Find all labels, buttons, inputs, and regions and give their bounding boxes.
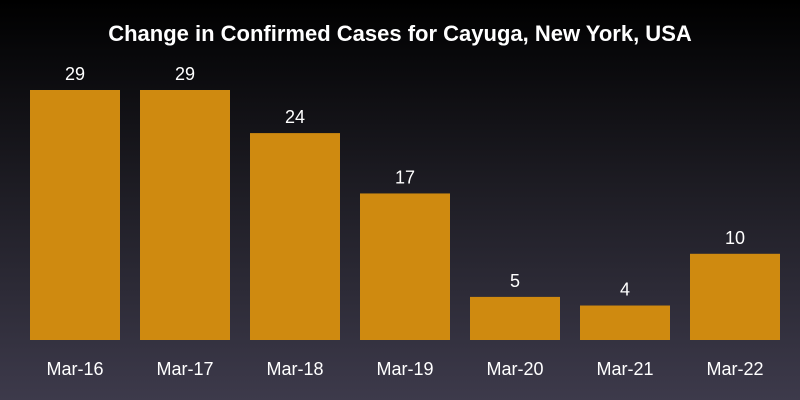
x-tick-label-mar-16: Mar-16: [46, 359, 103, 379]
bar-mar-16: [30, 90, 120, 340]
bar-mar-18: [250, 133, 340, 340]
value-label-mar-17: 29: [175, 64, 195, 84]
bar-mar-22: [690, 253, 780, 340]
x-tick-label-mar-18: Mar-18: [266, 359, 323, 379]
bar-mar-20: [470, 296, 560, 340]
chart-title: Change in Confirmed Cases for Cayuga, Ne…: [108, 21, 692, 46]
bar-mar-21: [580, 305, 670, 340]
x-axis-tick-labels: Mar-16 Mar-17 Mar-18 Mar-19 Mar-20 Mar-21 Mar-…: [46, 359, 763, 379]
value-label-mar-20: 5: [510, 271, 520, 291]
value-labels-group: 29 29 24 17 5 4 10: [65, 64, 745, 300]
value-label-mar-21: 4: [620, 280, 630, 300]
bar-mar-17: [140, 90, 230, 340]
value-label-mar-22: 10: [725, 228, 745, 248]
x-tick-label-mar-21: Mar-21: [596, 359, 653, 379]
value-label-mar-18: 24: [285, 107, 305, 127]
x-tick-label-mar-19: Mar-19: [376, 359, 433, 379]
bars-group: [30, 90, 780, 340]
x-tick-label-mar-17: Mar-17: [156, 359, 213, 379]
value-label-mar-16: 29: [65, 64, 85, 84]
value-label-mar-19: 17: [395, 167, 415, 187]
bar-mar-19: [360, 193, 450, 340]
x-tick-label-mar-20: Mar-20: [486, 359, 543, 379]
x-tick-label-mar-22: Mar-22: [706, 359, 763, 379]
